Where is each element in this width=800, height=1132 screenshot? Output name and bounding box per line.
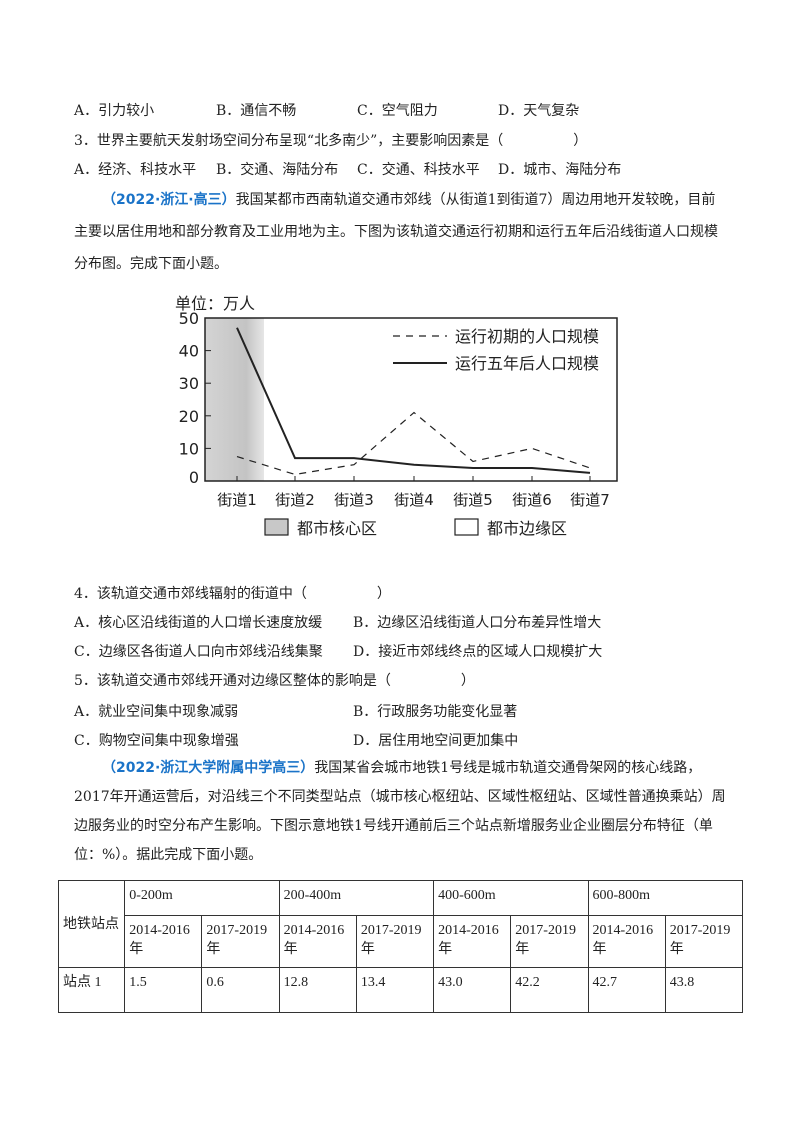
- legend-label: 运行五年后人口规模: [455, 354, 599, 373]
- period-header: 2014-2016年: [124, 915, 203, 968]
- passage-1-source: （2022·浙江·高三）: [102, 192, 236, 208]
- q4-option-d: D．接近市郊线终点的区域人口规模扩大: [353, 644, 603, 660]
- core-region-shade: [205, 318, 264, 481]
- passage-1-text: 我国某都市西南轨道交通市郊线（从街道1到街道7）周边用地开发较晚，目前主要以居住…: [74, 192, 718, 272]
- q5-option-a: A．就业空间集中现象减弱: [74, 704, 239, 720]
- period-header: 2014-2016年: [587, 915, 666, 968]
- y-tick-label: 30: [179, 374, 199, 393]
- population-chart: 单位：万人 0 10 20 30 40 50 街道1 街道2 街道3 街道4 街道5 街道6 街道7 运行初…: [175, 294, 618, 538]
- region-legend-swatch: [454, 518, 479, 536]
- region-legend-label: 都市边缘区: [487, 519, 567, 538]
- region-legend-label: 都市核心区: [297, 519, 377, 538]
- table-cell: 0.6: [201, 967, 280, 1013]
- ring-header: 400-600m: [433, 880, 589, 916]
- x-tick-label: 街道3: [334, 491, 374, 509]
- table-cell: 12.8: [278, 967, 357, 1013]
- table-cell: 42.7: [587, 967, 666, 1013]
- period-header: 2017-2019年: [201, 915, 280, 968]
- y-tick-label: 20: [179, 407, 199, 426]
- period-header: 2017-2019年: [510, 915, 589, 968]
- q3-option-c: C．交通、科技水平: [357, 162, 480, 178]
- ring-header: 200-400m: [278, 880, 435, 916]
- q5-option-d: D．居住用地空间更加集中: [353, 733, 519, 749]
- unit-label: 单位：万人: [175, 294, 255, 313]
- x-tick-label: 街道6: [512, 491, 552, 509]
- q2-option-b: B．通信不畅: [216, 103, 297, 119]
- x-tick-label: 街道4: [394, 491, 434, 509]
- q5-option-b: B．行政服务功能变化显著: [353, 704, 518, 720]
- x-tick-label: 街道7: [570, 491, 610, 509]
- station-name: 站点 1: [57, 967, 126, 1013]
- y-tick-label: 50: [179, 309, 199, 328]
- q4-option-c: C．边缘区各街道人口向市郊线沿线集聚: [74, 644, 323, 660]
- ring-header: 600-800m: [587, 880, 743, 916]
- x-tick-label: 街道5: [453, 491, 493, 509]
- period-header: 2014-2016年: [278, 915, 357, 968]
- q5-option-c: C．购物空间集中现象增强: [74, 733, 239, 749]
- q3-option-d: D．城市、海陆分布: [498, 162, 622, 178]
- q5-stem: 5．该轨道交通市郊线开通对边缘区整体的影响是（ ）: [74, 673, 475, 689]
- legend-label: 运行初期的人口规模: [455, 327, 599, 346]
- x-tick-label: 街道2: [275, 491, 315, 509]
- passage-2-source: （2022·浙江大学附属中学高三）: [102, 760, 315, 776]
- x-tick-label: 街道1: [217, 491, 257, 509]
- y-tick-label: 0: [189, 468, 199, 487]
- table-cell: 13.4: [355, 967, 435, 1013]
- period-header: 2017-2019年: [355, 915, 435, 968]
- q2-option-d: D．天气复杂: [498, 103, 580, 119]
- table-cell: 43.8: [664, 967, 744, 1013]
- table-corner-header: 地铁站点: [57, 880, 126, 968]
- y-tick-label: 10: [179, 439, 199, 458]
- table-cell: 1.5: [124, 967, 203, 1013]
- q4-option-a: A．核心区沿线街道的人口增长速度放缓: [74, 615, 323, 631]
- q4-stem: 4．该轨道交通市郊线辐射的街道中（ ）: [74, 586, 391, 602]
- period-header: 2014-2016年: [433, 915, 512, 968]
- table-cell: 43.0: [433, 967, 512, 1013]
- passage-1: （2022·浙江·高三）我国某都市西南轨道交通市郊线（从街道1到街道7）周边用地…: [74, 184, 728, 280]
- table-cell: 42.2: [510, 967, 589, 1013]
- plot-frame: [204, 317, 618, 482]
- q3-option-b: B．交通、海陆分布: [216, 162, 339, 178]
- series-line-five-years: [236, 327, 591, 474]
- ring-header: 0-200m: [124, 880, 280, 916]
- q3-option-a: A．经济、科技水平: [74, 162, 197, 178]
- q3-stem: 3．世界主要航天发射场空间分布呈现“北多南少”，主要影响因素是（ ）: [74, 133, 588, 149]
- service-industry-table: 地铁站点 0-200m 200-400m 400-600m 600-800m 2…: [57, 880, 744, 1013]
- y-tick-label: 40: [179, 342, 199, 361]
- q4-option-b: B．边缘区沿线街道人口分布差异性增大: [353, 615, 602, 631]
- passage-2: （2022·浙江大学附属中学高三）我国某省会城市地铁1号线是城市轨道交通骨架网的…: [74, 754, 728, 870]
- region-legend-swatch: [264, 518, 289, 536]
- q2-option-c: C．空气阻力: [357, 103, 438, 119]
- q2-option-a: A．引力较小: [74, 103, 155, 119]
- passage-2-text: 我国某省会城市地铁1号线是城市轨道交通骨架网的核心线路，2017年开通运营后，对…: [74, 760, 726, 863]
- period-header: 2017-2019年: [664, 915, 744, 968]
